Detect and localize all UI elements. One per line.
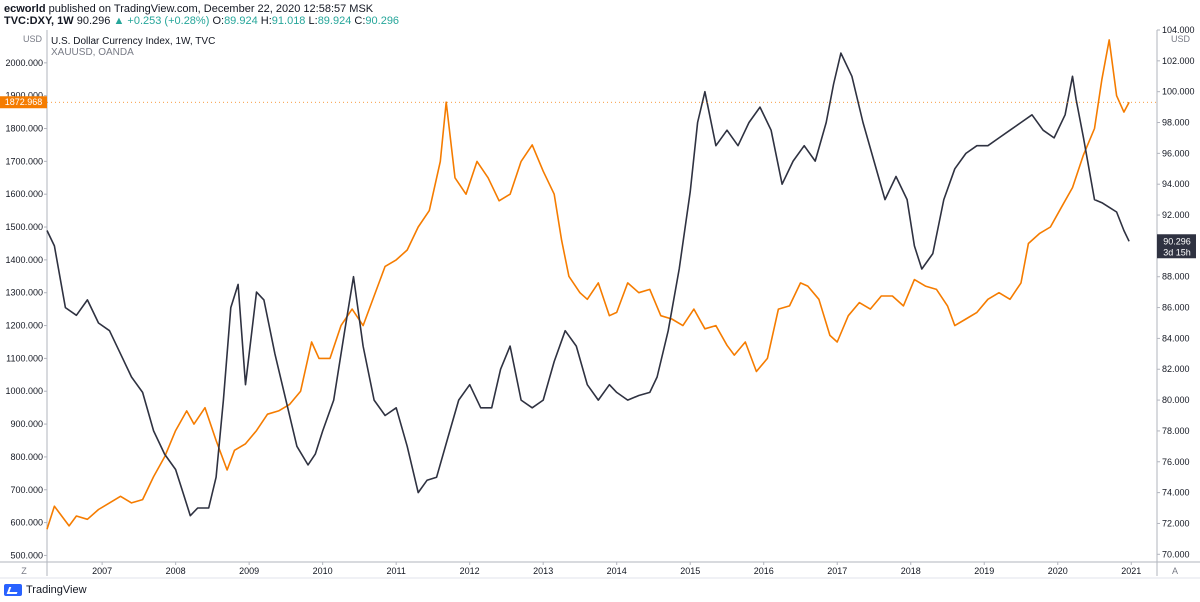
- x-tick-label: 2012: [460, 566, 480, 576]
- left-tick-label: 1800.000: [5, 124, 43, 134]
- left-tick-label: 1500.000: [5, 222, 43, 232]
- x-tick-label: 2018: [901, 566, 921, 576]
- close-value: 90.296: [365, 15, 400, 27]
- tradingview-logo-icon: [4, 584, 22, 596]
- publish-text: published on TradingView.com, December 2…: [48, 3, 374, 15]
- open-value: 89.924: [224, 15, 258, 27]
- high-label: H:: [260, 15, 272, 27]
- scale-mode-a-label: A: [1172, 566, 1178, 576]
- left-tick-label: 1200.000: [5, 321, 43, 331]
- right-tick-label: 100.000: [1162, 87, 1195, 97]
- xauusd-price-badge-label: 1872.968: [5, 97, 43, 107]
- right-tick-label: 88.000: [1162, 272, 1190, 282]
- change-up-icon: ▲: [113, 15, 125, 27]
- right-axis[interactable]: 70.000 72.000 74.000 76.000 78.000 80.000 82.0…: [1157, 25, 1195, 559]
- close-label: C:: [354, 15, 366, 27]
- right-tick-label: 72.000: [1162, 518, 1190, 528]
- x-tick-label: 2014: [607, 566, 627, 576]
- right-tick-label: 98.000: [1162, 118, 1190, 128]
- publish-info: ecworld published on TradingView.com, De…: [4, 3, 373, 15]
- x-tick-label: 2007: [92, 566, 112, 576]
- left-tick-label: 900.000: [10, 419, 43, 429]
- left-tick-label: 1400.000: [5, 255, 43, 265]
- price-change: +0.253 (+0.28%): [127, 15, 210, 27]
- symbol-ohlc-bar: TVC:DXY, 1W 90.296 ▲ +0.253 (+0.28%) O:8…: [4, 15, 399, 27]
- xauusd-line: [46, 39, 1130, 530]
- left-tick-label: 500.000: [10, 550, 43, 560]
- right-tick-label: 84.000: [1162, 333, 1190, 343]
- left-tick-label: 1700.000: [5, 156, 43, 166]
- left-tick-label: 700.000: [10, 485, 43, 495]
- last-price: 90.296: [76, 15, 111, 27]
- dxy-price-badge-label: 90.296: [1163, 236, 1191, 246]
- x-tick-label: 2017: [827, 566, 847, 576]
- dxy-price-badge: [1157, 234, 1196, 259]
- x-tick-label: 2019: [974, 566, 994, 576]
- xauusd-price-badge: [0, 96, 47, 109]
- right-tick-label: 80.000: [1162, 395, 1190, 405]
- left-axis[interactable]: 500.000 600.000 700.000 800.000 900.000 1000.…: [5, 34, 47, 560]
- right-tick-label: 82.000: [1162, 364, 1190, 374]
- x-tick-label: 2016: [754, 566, 774, 576]
- x-tick-label: 2021: [1121, 566, 1141, 576]
- chart-frame: [0, 30, 1200, 579]
- left-tick-label: 1300.000: [5, 288, 43, 298]
- x-tick-label: 2020: [1048, 566, 1068, 576]
- symbol-label: TVC:DXY, 1W: [4, 15, 74, 27]
- time-axis[interactable]: 2007 2008 2009 2010 2011 2012 2013 2014 2015 2016…: [21, 562, 1178, 576]
- high-value: 91.018: [271, 15, 306, 27]
- right-unit-label: USD: [1171, 34, 1191, 44]
- right-tick-label: 70.000: [1162, 549, 1190, 559]
- legend-secondary[interactable]: XAUUSD, OANDA: [51, 47, 134, 58]
- left-tick-label: 1100.000: [6, 353, 43, 363]
- right-tick-label: 104.000: [1162, 25, 1195, 35]
- right-tick-label: 86.000: [1162, 303, 1190, 313]
- x-tick-label: 2009: [239, 566, 259, 576]
- dxy-countdown-label: 3d 15h: [1163, 247, 1191, 257]
- left-tick-label: 1000.000: [5, 386, 43, 396]
- series-layer: [46, 39, 1130, 530]
- left-tick-label: 1600.000: [5, 189, 43, 199]
- x-tick-label: 2015: [680, 566, 700, 576]
- x-tick-label: 2008: [166, 566, 186, 576]
- right-tick-label: 74.000: [1162, 488, 1190, 498]
- low-value: 89.924: [317, 15, 352, 27]
- left-tick-label: 800.000: [10, 452, 43, 462]
- x-tick-label: 2010: [313, 566, 333, 576]
- right-tick-label: 94.000: [1162, 179, 1190, 189]
- low-label: L:: [308, 15, 318, 27]
- footer-brand: TradingView: [26, 584, 87, 596]
- scale-mode-z-label: Z: [21, 566, 27, 576]
- right-tick-label: 76.000: [1162, 457, 1190, 467]
- left-tick-label: 1900.000: [5, 91, 43, 101]
- tradingview-footer[interactable]: TradingView: [4, 584, 87, 596]
- right-tick-label: 78.000: [1162, 426, 1190, 436]
- legend-primary[interactable]: U.S. Dollar Currency Index, 1W, TVC: [51, 36, 216, 47]
- x-tick-label: 2011: [386, 566, 405, 576]
- left-unit-label: USD: [23, 34, 43, 44]
- author-name[interactable]: ecworld: [4, 3, 46, 15]
- dxy-line: [46, 52, 1130, 517]
- left-tick-label: 600.000: [10, 518, 43, 528]
- right-tick-label: 92.000: [1162, 210, 1190, 220]
- x-tick-label: 2013: [533, 566, 553, 576]
- left-tick-label: 2000.000: [5, 58, 43, 68]
- open-label: O:: [212, 15, 225, 27]
- right-tick-label: 96.000: [1162, 148, 1190, 158]
- right-tick-label: 102.000: [1162, 56, 1195, 66]
